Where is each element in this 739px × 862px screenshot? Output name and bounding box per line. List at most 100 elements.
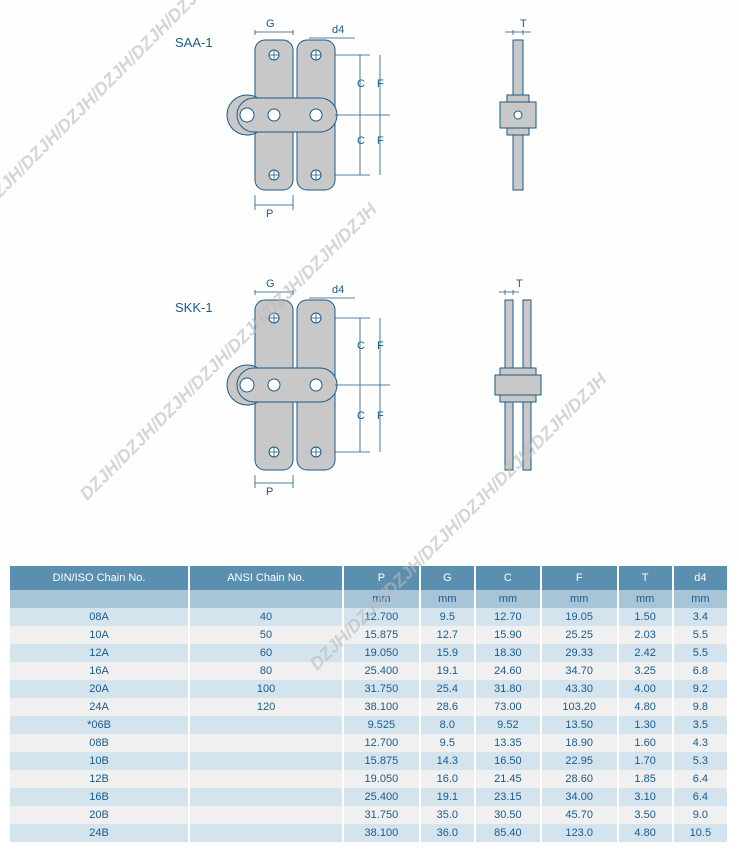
table-cell: 5.5 xyxy=(673,626,728,644)
table-cell: *06B xyxy=(10,716,189,734)
col-header: DIN/ISO Chain No. xyxy=(10,566,189,590)
table-cell: 24B xyxy=(10,824,189,842)
table-cell: 24A xyxy=(10,698,189,716)
table-cell: 10B xyxy=(10,752,189,770)
dim-d4-bot: d4 xyxy=(332,284,344,296)
table-cell: 34.00 xyxy=(541,788,618,806)
table-row: *06B9.5258.09.5213.501.303.5 xyxy=(10,716,728,734)
bottom-diagram-label: SKK-1 xyxy=(175,300,213,315)
table-cell: 4.00 xyxy=(618,680,673,698)
table-cell: 12A xyxy=(10,644,189,662)
dim-p-top: P xyxy=(266,208,273,220)
table-cell: 9.2 xyxy=(673,680,728,698)
col-header: d4 xyxy=(673,566,728,590)
unit-header: mm xyxy=(475,590,541,608)
table-cell: 123.0 xyxy=(541,824,618,842)
dim-c1-top: C xyxy=(357,78,365,90)
table-cell: 18.30 xyxy=(475,644,541,662)
table-cell: 3.10 xyxy=(618,788,673,806)
table-cell: 6.8 xyxy=(673,662,728,680)
table-cell: 2.03 xyxy=(618,626,673,644)
table-cell: 19.1 xyxy=(420,662,475,680)
table-cell: 9.5 xyxy=(420,608,475,626)
table-cell xyxy=(189,824,343,842)
table-cell: 23.15 xyxy=(475,788,541,806)
table-header: DIN/ISO Chain No.ANSI Chain No.PGCFTd4 m… xyxy=(10,566,728,608)
table-row: 12A6019.05015.918.3029.332.425.5 xyxy=(10,644,728,662)
table-row: 10A5015.87512.715.9025.252.035.5 xyxy=(10,626,728,644)
table-cell: 19.05 xyxy=(541,608,618,626)
table-cell: 28.6 xyxy=(420,698,475,716)
table-cell: 25.400 xyxy=(343,788,420,806)
table-cell: 3.50 xyxy=(618,806,673,824)
table-cell: 1.70 xyxy=(618,752,673,770)
table-cell: 9.0 xyxy=(673,806,728,824)
table-cell: 25.400 xyxy=(343,662,420,680)
table-cell: 3.25 xyxy=(618,662,673,680)
table-cell: 80 xyxy=(189,662,343,680)
table-cell: 43.30 xyxy=(541,680,618,698)
skk1-front-view xyxy=(225,290,435,500)
table-cell: 35.0 xyxy=(420,806,475,824)
table-cell: 31.750 xyxy=(343,806,420,824)
table-cell: 16A xyxy=(10,662,189,680)
table-cell: 8.0 xyxy=(420,716,475,734)
table-cell: 12.7 xyxy=(420,626,475,644)
table-row: 08B12.7009.513.3518.901.604.3 xyxy=(10,734,728,752)
saa1-front-view xyxy=(225,30,435,225)
table-cell: 4.80 xyxy=(618,698,673,716)
dim-t-top: T xyxy=(520,18,527,30)
table-cell: 38.100 xyxy=(343,824,420,842)
table-cell: 13.35 xyxy=(475,734,541,752)
table-cell: 34.70 xyxy=(541,662,618,680)
col-header: T xyxy=(618,566,673,590)
table-cell: 25.25 xyxy=(541,626,618,644)
col-header: F xyxy=(541,566,618,590)
table-cell: 25.4 xyxy=(420,680,475,698)
table-cell: 20A xyxy=(10,680,189,698)
table-row: 12B19.05016.021.4528.601.856.4 xyxy=(10,770,728,788)
dim-f1-bot: F xyxy=(377,340,384,352)
table-cell: 13.50 xyxy=(541,716,618,734)
unit-header: mm xyxy=(343,590,420,608)
table-cell: 31.750 xyxy=(343,680,420,698)
unit-header xyxy=(10,590,189,608)
dim-f2-bot: F xyxy=(377,410,384,422)
table-cell: 10.5 xyxy=(673,824,728,842)
table-cell: 12.700 xyxy=(343,734,420,752)
table-cell: 22.95 xyxy=(541,752,618,770)
table-cell: 120 xyxy=(189,698,343,716)
dim-c2-top: C xyxy=(357,135,365,147)
top-diagram-label: SAA-1 xyxy=(175,35,213,50)
table-cell: 19.1 xyxy=(420,788,475,806)
table-cell: 28.60 xyxy=(541,770,618,788)
table-cell: 9.8 xyxy=(673,698,728,716)
table-row: 10B15.87514.316.5022.951.705.3 xyxy=(10,752,728,770)
table-row: 16A8025.40019.124.6034.703.256.8 xyxy=(10,662,728,680)
table-cell: 19.050 xyxy=(343,770,420,788)
table-cell: 08B xyxy=(10,734,189,752)
table-cell: 60 xyxy=(189,644,343,662)
table-cell: 15.9 xyxy=(420,644,475,662)
table-cell: 31.80 xyxy=(475,680,541,698)
table-cell: 14.3 xyxy=(420,752,475,770)
table-cell xyxy=(189,788,343,806)
unit-header xyxy=(189,590,343,608)
table-cell: 29.33 xyxy=(541,644,618,662)
table-cell: 36.0 xyxy=(420,824,475,842)
table-cell: 4.80 xyxy=(618,824,673,842)
table-cell: 9.52 xyxy=(475,716,541,734)
saa1-side-view xyxy=(475,30,585,225)
spec-table-wrap: DIN/ISO Chain No.ANSI Chain No.PGCFTd4 m… xyxy=(0,560,739,862)
table-cell: 12.700 xyxy=(343,608,420,626)
diagram-area: SAA-1 SKK-1 xyxy=(0,0,739,560)
table-cell: 19.050 xyxy=(343,644,420,662)
table-cell: 50 xyxy=(189,626,343,644)
table-cell: 16.50 xyxy=(475,752,541,770)
table-cell: 100 xyxy=(189,680,343,698)
table-row: 24B38.10036.085.40123.04.8010.5 xyxy=(10,824,728,842)
dim-t-bot: T xyxy=(516,278,523,290)
unit-header: mm xyxy=(673,590,728,608)
col-header: ANSI Chain No. xyxy=(189,566,343,590)
table-cell: 20B xyxy=(10,806,189,824)
